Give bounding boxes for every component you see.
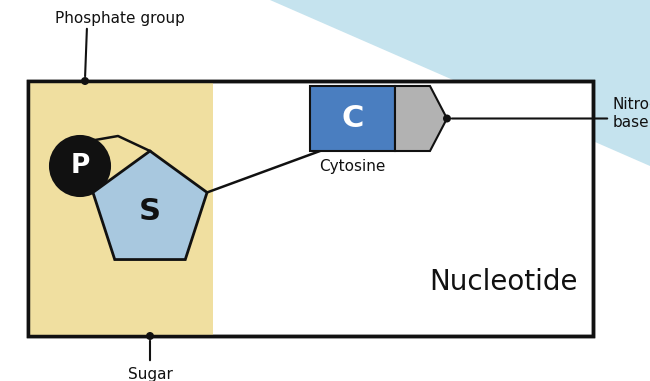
Polygon shape xyxy=(0,0,650,166)
Text: P: P xyxy=(70,153,90,179)
Bar xyxy=(28,81,213,336)
Polygon shape xyxy=(395,86,447,151)
Circle shape xyxy=(443,115,451,123)
Text: Cytosine: Cytosine xyxy=(319,159,385,174)
Text: Nitrogenous
base: Nitrogenous base xyxy=(613,97,650,130)
Bar xyxy=(28,81,593,336)
Polygon shape xyxy=(93,151,207,259)
Circle shape xyxy=(81,77,89,85)
Circle shape xyxy=(50,136,110,196)
Bar xyxy=(310,86,395,151)
Text: Sugar: Sugar xyxy=(127,367,172,381)
Circle shape xyxy=(146,332,154,340)
Bar xyxy=(28,81,593,336)
Text: Nucleotide: Nucleotide xyxy=(430,268,578,296)
Text: Phosphate group: Phosphate group xyxy=(55,11,185,26)
Text: C: C xyxy=(341,104,364,133)
Text: S: S xyxy=(139,197,161,226)
